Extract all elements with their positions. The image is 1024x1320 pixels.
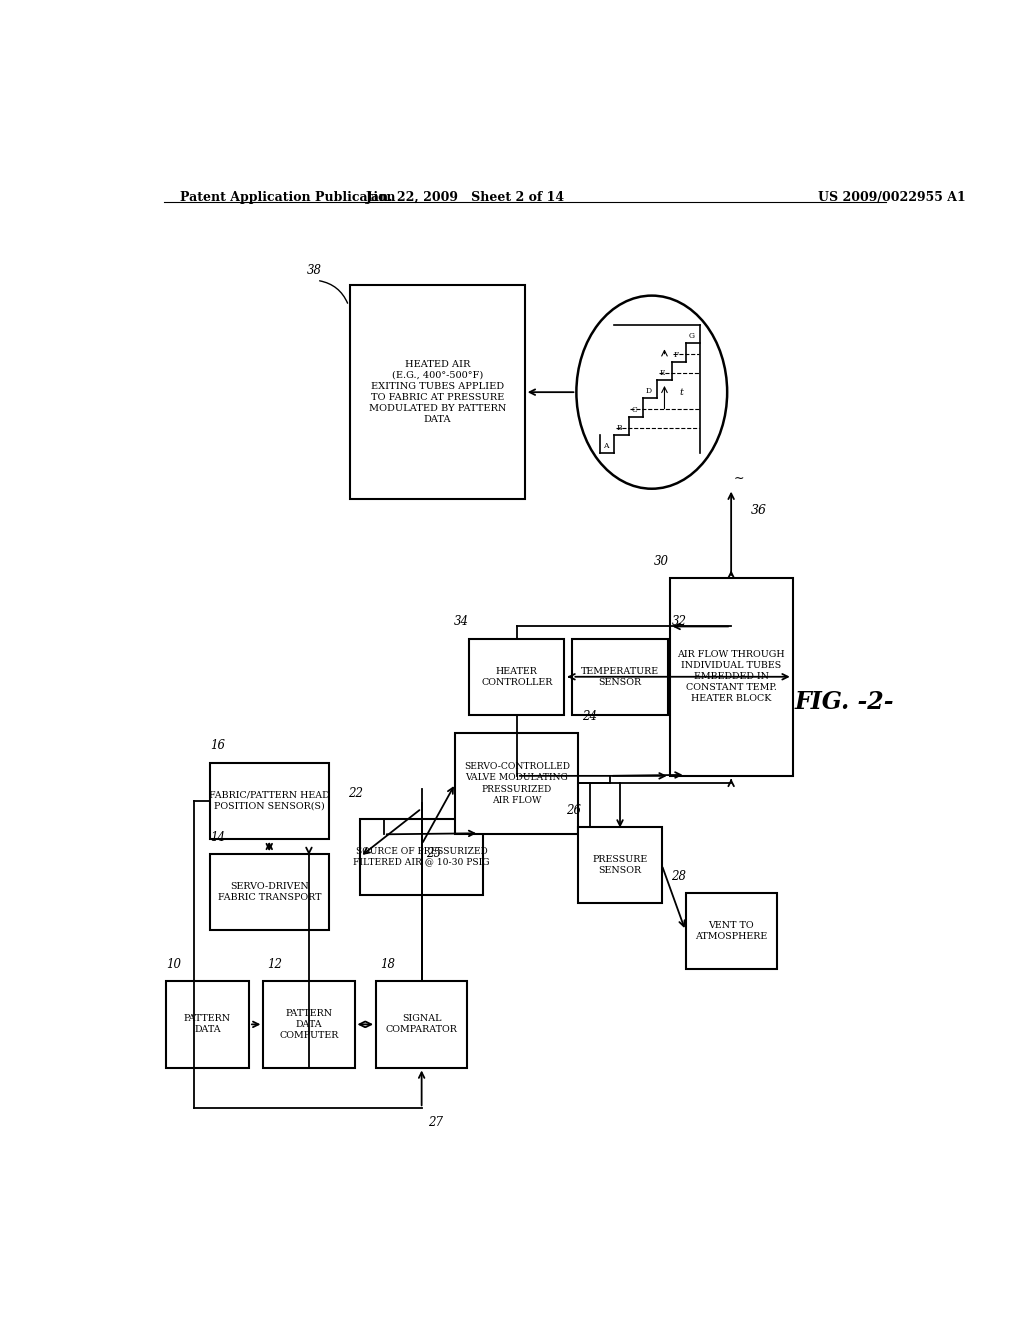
Text: VENT TO
ATMOSPHERE: VENT TO ATMOSPHERE [695, 921, 767, 941]
Text: t: t [679, 388, 683, 397]
Text: PRESSURE
SENSOR: PRESSURE SENSOR [593, 855, 647, 875]
Bar [376, 981, 467, 1068]
Text: 25: 25 [426, 846, 440, 859]
Text: FABRIC/PATTERN HEAD
POSITION SENSOR(S): FABRIC/PATTERN HEAD POSITION SENSOR(S) [209, 791, 330, 810]
Text: 12: 12 [267, 958, 283, 972]
Text: SIGNAL
COMPARATOR: SIGNAL COMPARATOR [386, 1014, 458, 1035]
Text: C: C [631, 405, 637, 413]
Text: $\sim$: $\sim$ [731, 471, 744, 483]
Bar [166, 981, 249, 1068]
Text: Patent Application Publication: Patent Application Publication [179, 191, 395, 203]
Bar [456, 733, 579, 834]
Bar [685, 892, 777, 969]
Text: TEMPERATURE
SENSOR: TEMPERATURE SENSOR [581, 667, 659, 686]
Text: AIR FLOW THROUGH
INDIVIDUAL TUBES
EMBEDDED IN
CONSTANT TEMP.
HEATER BLOCK: AIR FLOW THROUGH INDIVIDUAL TUBES EMBEDD… [677, 649, 785, 704]
Bar [670, 578, 793, 776]
Text: G: G [688, 333, 694, 341]
Text: 32: 32 [672, 615, 687, 628]
Text: SERVO-CONTROLLED
VALVE MODULATING
PRESSURIZED
AIR FLOW: SERVO-CONTROLLED VALVE MODULATING PRESSU… [464, 763, 570, 805]
Text: PATTERN
DATA: PATTERN DATA [183, 1014, 231, 1035]
Text: 22: 22 [348, 787, 364, 800]
Text: 18: 18 [380, 958, 395, 972]
Text: 30: 30 [653, 554, 669, 568]
Text: 14: 14 [210, 832, 224, 843]
Text: 24: 24 [583, 710, 597, 722]
Bar [469, 639, 564, 715]
Text: 10: 10 [166, 958, 180, 972]
Circle shape [577, 296, 727, 488]
Text: HEATED AIR
(E.G., 400°-500°F)
EXITING TUBES APPLIED
TO FABRIC AT PRESSURE
MODULA: HEATED AIR (E.G., 400°-500°F) EXITING TU… [369, 360, 506, 425]
Text: B: B [616, 424, 623, 432]
Text: Jan. 22, 2009   Sheet 2 of 14: Jan. 22, 2009 Sheet 2 of 14 [366, 191, 565, 203]
Text: SERVO-DRIVEN
FABRIC TRANSPORT: SERVO-DRIVEN FABRIC TRANSPORT [217, 882, 321, 903]
Text: HEATER
CONTROLLER: HEATER CONTROLLER [481, 667, 553, 686]
Bar [350, 285, 524, 499]
Text: F: F [674, 351, 679, 359]
Bar [579, 826, 662, 903]
Text: D: D [645, 387, 651, 395]
Text: SOURCE OF PRESSURIZED
FILTERED AIR @ 10-30 PSIG: SOURCE OF PRESSURIZED FILTERED AIR @ 10-… [353, 846, 489, 867]
Text: 34: 34 [454, 615, 468, 628]
Text: 28: 28 [671, 870, 686, 883]
Bar [210, 763, 329, 840]
Text: 36: 36 [751, 504, 767, 517]
Text: US 2009/0022955 A1: US 2009/0022955 A1 [818, 191, 967, 203]
Text: 38: 38 [306, 264, 322, 277]
Text: PATTERN
DATA
COMPUTER: PATTERN DATA COMPUTER [280, 1008, 339, 1040]
Bar [210, 854, 329, 931]
Bar [263, 981, 354, 1068]
Text: 26: 26 [566, 804, 582, 817]
Text: 16: 16 [210, 739, 224, 752]
Text: A: A [602, 442, 608, 450]
Bar [360, 818, 483, 895]
Text: FIG. -2-: FIG. -2- [795, 690, 894, 714]
Text: E: E [659, 368, 666, 378]
Text: 27: 27 [428, 1117, 443, 1130]
Bar [572, 639, 668, 715]
